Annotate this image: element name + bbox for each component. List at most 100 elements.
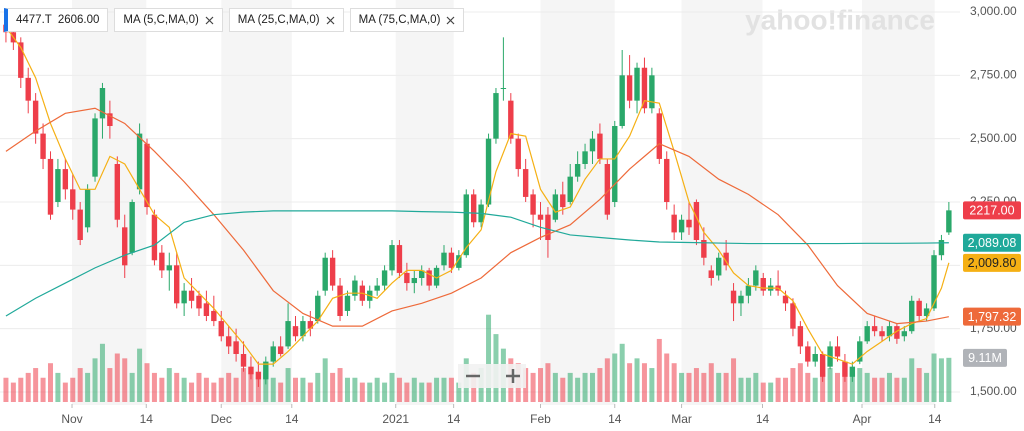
volume-bar [352,377,358,402]
volume-bar [938,358,944,402]
candle-body [901,331,908,337]
volume-bar [812,377,818,402]
volume-bar [693,368,699,402]
volume-bar [560,377,566,402]
candle-body [812,354,818,362]
ma-value-label-box [963,233,1021,252]
volume-bar [731,358,737,402]
legend-entry[interactable]: MA (75,C,MA,0) [349,8,465,32]
volume-label-box [963,348,1007,367]
volume-bar [389,372,395,402]
volume-bar [790,368,796,402]
candle-body [307,321,314,329]
candle-body [277,346,284,354]
candle-body [396,245,403,273]
candle-body [270,346,276,362]
volume-bar [374,377,380,402]
y-tick-label: 2,500.00 [970,131,1017,145]
candle-body [849,366,856,377]
y-tick-label: 3,000.00 [970,4,1017,18]
candle-body [678,219,685,233]
remove-icon[interactable] [446,16,455,25]
candle-body [285,321,291,347]
volume-bar [315,372,321,402]
volume-bar [448,377,454,402]
volume-bar [411,377,417,402]
candle-body [77,209,83,240]
symbol-chip[interactable]: 4477.T 2606.00 [4,8,109,32]
volume-bar [404,382,410,402]
volume-bar [708,363,714,402]
volume-bar [538,368,544,402]
candle-body [248,366,254,375]
volume-bar [723,372,729,402]
candle-body [84,189,91,228]
candle-body [129,202,135,253]
candle-body [151,214,158,261]
remove-icon[interactable] [205,16,214,25]
candle-body [159,252,165,271]
volume-bar [671,363,677,402]
volume-bar [292,377,298,402]
candle-body [864,326,870,342]
legend-entry[interactable]: MA (25,C,MA,0) [228,8,344,32]
volume-bar [107,368,113,402]
ma-line [5,107,949,327]
volume-bar [77,368,83,402]
volume-bar [760,382,766,402]
volume-bar [114,353,120,402]
volume-bar [567,372,573,402]
volume-bar [901,377,907,402]
legend-entry[interactable]: MA (5,C,MA,0) [114,8,223,32]
volume-bar [886,372,892,402]
candle-body [626,75,633,101]
volume-bar [426,382,432,402]
volume-bar [716,372,722,402]
volume-bar [218,377,224,402]
volume-bar [664,353,670,402]
legend-label: MA (5,C,MA,0) [123,14,199,26]
candle-body [589,138,596,152]
candle-body [456,255,462,268]
ma-line [5,26,950,365]
x-tick-label: 14 [285,412,299,426]
volume-bar [604,358,610,402]
volume-bar [10,382,16,402]
candle-body [604,164,611,215]
volume-bar [738,377,744,402]
volume-bar [47,363,53,402]
candle-body [708,270,714,278]
volume-bar [92,358,98,402]
candle-body [716,257,722,276]
zoom-in[interactable] [506,369,520,383]
candle-body [47,158,54,215]
volume-bar [619,343,625,402]
volume-bar [634,358,640,402]
ma-value-label: 2,009.80 [968,256,1017,270]
volume-bar [597,368,603,402]
candle-body [344,295,351,311]
volume-bar [441,377,447,402]
volume-bar [701,372,707,402]
volume-bar [857,368,863,402]
candle-body [946,210,952,233]
candle-body [114,164,121,220]
volume-bar [419,382,425,402]
candle-body [582,151,588,164]
candle-body [389,245,395,271]
volume-bar [263,372,269,402]
legend-label: MA (25,C,MA,0) [237,14,320,26]
candle-body [62,169,69,190]
candle-body [931,255,937,309]
x-tick-label: Feb [530,412,551,426]
volume-bar [589,372,595,402]
candle-body [834,346,841,357]
candle-body [166,265,172,271]
volume-bar [55,372,61,402]
volume-bar [545,363,551,402]
volume-bar [137,348,143,402]
volume-bar [270,377,276,402]
volume-bar [322,358,328,402]
candle-body [537,214,544,220]
remove-icon[interactable] [326,16,335,25]
